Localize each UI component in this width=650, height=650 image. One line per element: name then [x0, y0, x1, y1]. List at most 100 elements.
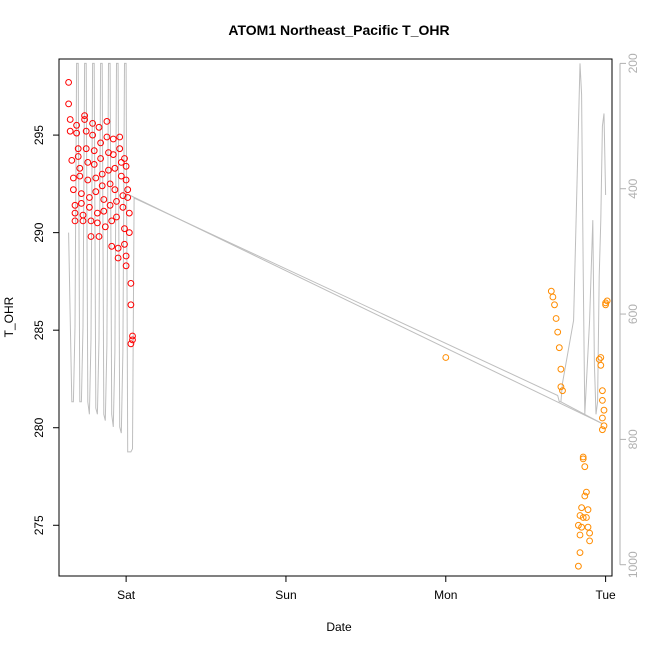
- series-1-point-35: [92, 188, 100, 196]
- series-1-point-9: [71, 217, 79, 225]
- series-2-point-22: [575, 562, 582, 570]
- series-1-point-33: [90, 161, 98, 168]
- series-2-point-38: [602, 299, 609, 307]
- series-1-point-15: [76, 172, 84, 180]
- series-1-point-58: [111, 186, 119, 194]
- series-2-point-23: [583, 514, 590, 521]
- series-1-point-48: [103, 133, 111, 141]
- series-1-point-40: [97, 139, 104, 147]
- series-2-point-1: [547, 287, 555, 295]
- series-1-point-55: [109, 135, 117, 143]
- series-2-point-29: [597, 361, 605, 369]
- series-2-point-11: [579, 453, 587, 461]
- series-2-point-27: [586, 537, 593, 545]
- series-1-point-52: [106, 201, 114, 209]
- series-1-point-36: [94, 209, 101, 217]
- series-1-point-44: [100, 196, 108, 203]
- series-2-point-5: [554, 328, 562, 336]
- y2-axis: 200 400 600 800 1000: [619, 53, 640, 578]
- series-1-point-68: [119, 203, 127, 211]
- series-1-point-19: [79, 217, 87, 225]
- series-1-point-75: [122, 176, 130, 184]
- series-2-point-31: [599, 387, 606, 395]
- series-2-point-7: [557, 365, 565, 373]
- series-1-point-46: [101, 223, 109, 231]
- series-1-point-11: [73, 129, 80, 137]
- series-2-point-25: [584, 506, 592, 514]
- series-1-point-5: [70, 174, 77, 182]
- y-tick-label: 295: [32, 125, 46, 145]
- series-1-point-53: [108, 217, 116, 225]
- series-1-point-74: [122, 162, 130, 170]
- series-1-point-78: [125, 229, 133, 237]
- y2-tick-label: 400: [626, 178, 640, 198]
- series-1-point-60: [113, 213, 120, 221]
- series-1-point-14: [76, 164, 84, 172]
- series-1-point-51: [106, 180, 114, 188]
- series-2-point-35: [600, 422, 608, 430]
- series-1-point-34: [92, 174, 100, 182]
- series-1-point-37: [94, 219, 101, 227]
- series-1-point-77: [124, 194, 132, 201]
- y2-tick-label: 1000: [626, 551, 640, 578]
- series-1-point-24: [84, 159, 92, 166]
- series-1-point-29: [87, 233, 95, 240]
- series-1-point-6: [70, 186, 77, 194]
- series-1-point-21: [81, 116, 88, 123]
- x-axis: Sat Sun Mon Tue: [117, 575, 616, 602]
- series-2-point-14: [581, 492, 589, 500]
- series-1-point-45: [100, 207, 108, 215]
- series-1-point-71: [122, 252, 130, 260]
- series-2-point-12: [581, 463, 589, 471]
- depth-line-layer: [68, 62, 607, 453]
- series-1-point-39: [95, 123, 103, 131]
- series-1-point-12: [74, 145, 82, 153]
- series-2-point-16: [578, 504, 585, 512]
- series-1-point-32: [90, 147, 98, 155]
- chart-title: ATOM1 Northeast_Pacific T_OHR: [228, 22, 449, 38]
- series-1-point-66: [117, 172, 125, 180]
- y-tick-label: 285: [32, 320, 46, 340]
- series-1-point-13: [74, 153, 82, 160]
- y2-tick-label: 800: [626, 429, 640, 449]
- series-1-point-80: [127, 280, 135, 287]
- series-2-point-10: [579, 455, 587, 463]
- series-1-point-8: [71, 209, 79, 217]
- series-2-point-24: [584, 523, 592, 531]
- series-1-point-59: [113, 198, 120, 205]
- series-1-point-64: [116, 145, 124, 153]
- series-1-point-43: [98, 182, 106, 190]
- series-1-point-42: [98, 170, 106, 178]
- x-tick-label: Tue: [595, 588, 616, 602]
- series-1-point-28: [87, 217, 95, 225]
- series-1-point-10: [73, 121, 80, 129]
- series-2-point-6: [555, 344, 563, 352]
- plot-area: [58, 58, 613, 577]
- series-2-point-19: [576, 531, 584, 539]
- series-2-point-26: [586, 529, 593, 537]
- series-1-point-3: [66, 127, 74, 135]
- x-tick-label: Mon: [434, 588, 457, 602]
- series-1-point-73: [121, 155, 128, 162]
- series-1-point-31: [89, 131, 96, 139]
- series-1-point-17: [78, 200, 85, 207]
- series-1-point-0: [65, 79, 72, 86]
- series-1-point-1: [65, 100, 72, 108]
- series-2-point-4: [552, 315, 560, 322]
- series-2-point-36: [599, 426, 606, 434]
- series-1-point-57: [111, 164, 119, 172]
- series-1-point-16: [78, 190, 85, 198]
- series-1-point-27: [86, 203, 93, 211]
- series-2-point-17: [576, 512, 584, 519]
- series-2-point-2: [549, 293, 557, 301]
- y2-tick-label: 600: [626, 304, 640, 324]
- series-1-point-7: [71, 201, 79, 209]
- series-1-point-72: [122, 262, 130, 270]
- series-1-point-22: [82, 127, 90, 135]
- y-tick-label: 275: [32, 515, 46, 535]
- series-1-point-4: [68, 157, 76, 164]
- series-1-point-63: [116, 133, 124, 141]
- series-1-point-20: [81, 112, 88, 119]
- series-1-point-56: [109, 151, 117, 159]
- series-2-point-9: [559, 387, 566, 395]
